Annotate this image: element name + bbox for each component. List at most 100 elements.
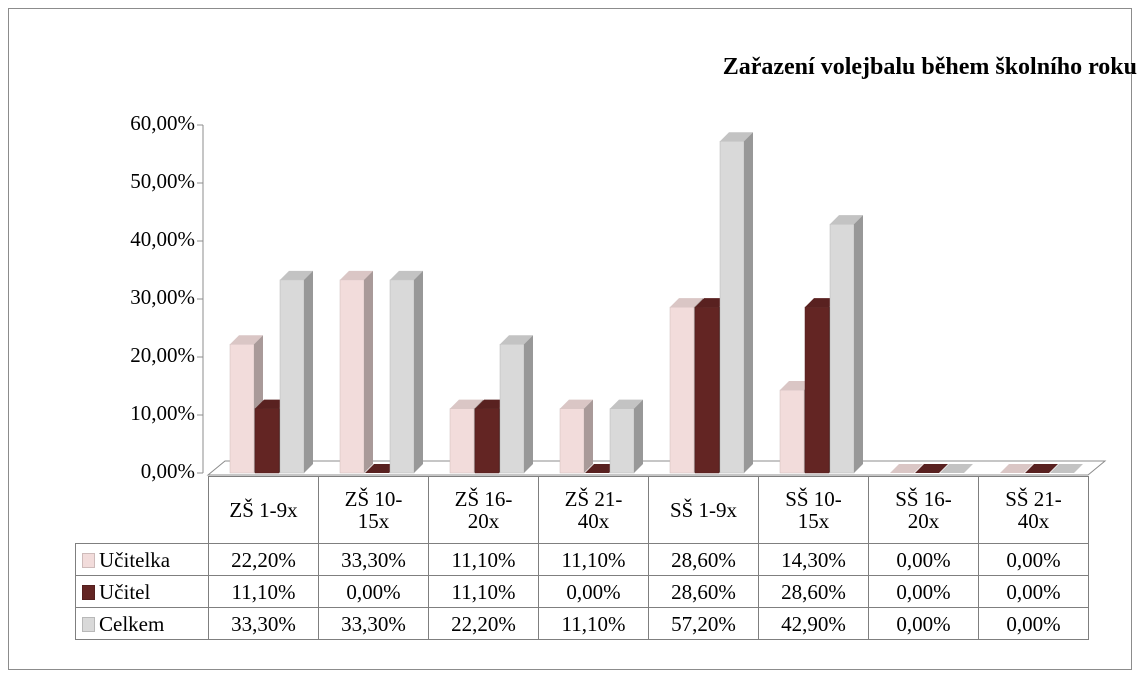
bar-side	[414, 270, 423, 473]
bar-side	[364, 270, 373, 473]
bar-front	[609, 408, 635, 474]
bar	[940, 464, 973, 473]
bar-top	[1000, 464, 1033, 473]
legend-swatch	[82, 616, 95, 632]
bar	[559, 399, 593, 474]
data-label: 0,00%	[538, 575, 649, 608]
data-label: 0,00%	[978, 543, 1089, 576]
bar	[1000, 464, 1033, 473]
x-tick-label: ZŠ 1-9x	[229, 498, 298, 522]
bar-front	[829, 223, 855, 474]
bar-top	[830, 215, 863, 225]
bar	[719, 132, 753, 474]
data-label: 22,20%	[428, 607, 539, 640]
legend-label: Učitel	[99, 579, 151, 604]
data-label: 0,00%	[978, 575, 1089, 608]
data-label: 11,10%	[428, 575, 539, 608]
category-cell: SŠ 10-15x	[758, 476, 869, 544]
bar-top	[500, 335, 533, 345]
x-tick-label: SŠ 10-15x	[785, 487, 842, 533]
data-label: 11,10%	[538, 543, 649, 576]
y-tick-label: 50,00%	[130, 169, 195, 193]
bar-top	[670, 298, 703, 308]
bar-front	[779, 389, 805, 474]
data-table: ZŠ 1-9x ZŠ 10-15x ZŠ 16-20x ZŠ 21-40x SŠ 1-9…	[75, 476, 1089, 640]
category-cell: ZŠ 16-20x	[428, 476, 539, 544]
category-cell: ZŠ 10-15x	[318, 476, 429, 544]
y-tick-label: 10,00%	[130, 401, 195, 425]
bar-top	[280, 270, 313, 280]
bar-side	[634, 399, 643, 473]
data-label: 22,20%	[208, 543, 319, 576]
bar	[1025, 464, 1058, 473]
bar-front	[279, 279, 305, 474]
y-tick-label: 60,00%	[130, 111, 195, 135]
bar	[389, 270, 423, 474]
legend-swatch	[82, 584, 95, 600]
data-label: 33,30%	[318, 607, 429, 640]
legend-entry: Celkem	[75, 607, 209, 640]
data-label: 28,60%	[648, 543, 759, 576]
bar-top	[915, 464, 948, 473]
bar-front	[339, 279, 365, 474]
bar-front	[449, 408, 475, 474]
y-tick-label: 30,00%	[130, 285, 195, 309]
x-tick-label: SŠ 21-40x	[1005, 487, 1062, 533]
data-label: 11,10%	[428, 543, 539, 576]
x-tick-label: SŠ 16-20x	[895, 487, 952, 533]
data-label: 0,00%	[868, 575, 979, 608]
y-tick-label: 20,00%	[130, 343, 195, 367]
bar-front	[694, 306, 720, 474]
bar-top	[560, 399, 593, 409]
data-label: 11,10%	[208, 575, 319, 608]
bar-front	[804, 306, 830, 474]
bar	[609, 399, 643, 474]
chart-title: Zařazení volejbalu během školního roku	[723, 54, 1137, 80]
bar-top	[1025, 464, 1058, 473]
data-label: 28,60%	[648, 575, 759, 608]
bar-front	[559, 408, 585, 474]
bar-front	[229, 343, 255, 474]
bar-front	[474, 408, 500, 474]
bar-top	[940, 464, 973, 473]
data-label: 33,30%	[318, 543, 429, 576]
bar-top	[890, 464, 923, 473]
bar-top	[340, 270, 373, 280]
bar-top	[610, 399, 643, 409]
x-tick-label: ZŠ 10-15x	[344, 487, 403, 533]
blank	[76, 477, 209, 544]
category-cell: SŠ 21-40x	[978, 476, 1089, 544]
bar-top	[230, 335, 263, 345]
bar-top	[720, 132, 753, 142]
bar-top	[1050, 464, 1083, 473]
category-cell: SŠ 16-20x	[868, 476, 979, 544]
bar	[279, 270, 313, 474]
y-tick-label: 40,00%	[130, 227, 195, 251]
legend-label: Celkem	[99, 611, 165, 636]
floor	[206, 460, 1107, 476]
bar-front	[499, 343, 525, 474]
data-label: 28,60%	[758, 575, 869, 608]
data-label: 0,00%	[978, 607, 1089, 640]
bar	[229, 335, 263, 474]
bar	[1050, 464, 1083, 473]
category-cell: ZŠ 1-9x	[208, 476, 319, 544]
data-label: 11,10%	[538, 607, 649, 640]
data-label: 33,30%	[208, 607, 319, 640]
data-label: 42,90%	[758, 607, 869, 640]
data-label: 0,00%	[868, 607, 979, 640]
bar	[829, 215, 863, 474]
legend-label: Učitelka	[99, 547, 171, 572]
table-row: Celkem 33,30% 33,30% 22,20% 11,10% 57,20% 42,9…	[75, 607, 1089, 640]
data-label: 57,20%	[648, 607, 759, 640]
y-tick-label: 0,00%	[141, 459, 195, 483]
x-tick-label: ZŠ 21-40x	[564, 487, 623, 533]
bar-top	[390, 270, 423, 280]
bar	[339, 270, 373, 474]
legend-entry: Učitelka	[75, 543, 209, 576]
legend-entry: Učitel	[75, 575, 209, 608]
bar-front	[254, 408, 280, 474]
bar-side	[744, 132, 753, 474]
